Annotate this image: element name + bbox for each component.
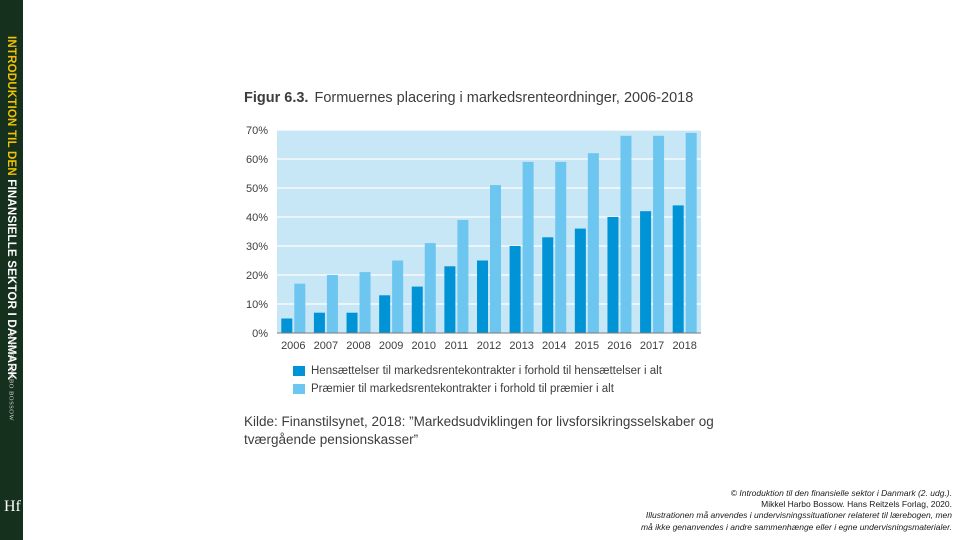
spine-author: MIKKEL HARBO BOSSOW [7,333,15,422]
source-note: Kilde: Finanstilsynet, 2018: ”Markedsudv… [244,414,714,447]
bar-hensaettelser [672,205,684,333]
copyright-line-4: må ikke genanvendes i andre sammenhænge … [640,521,952,532]
legend-swatch-praemier [293,384,305,394]
x-tick-label: 2013 [509,340,533,352]
spine-title: INTRODUKTION TIL DEN FINANSIELLE SEKTOR … [5,36,17,380]
figure-title: Figur 6.3. Formuernes placering i markeds… [244,90,693,106]
x-tick-label: 2012 [477,340,501,352]
bar-praemier [392,260,404,333]
spine-title-part1: INTRODUKTION TIL DEN [5,36,17,180]
y-tick-label: 50% [246,183,268,195]
bar-praemier [685,132,697,333]
x-tick-label: 2008 [346,340,370,352]
y-tick-label: 30% [246,241,268,253]
bar-praemier [359,272,371,333]
bar-praemier [522,161,534,333]
bar-hensaettelser [379,295,391,333]
y-tick-label: 40% [246,212,268,224]
bar-hensaettelser [542,237,554,333]
x-tick-label: 2010 [412,340,436,352]
copyright-line-1: © Introduktion til den finansielle sekto… [730,488,952,498]
y-tick-label: 70% [246,125,268,137]
book-spine: INTRODUKTION TIL DEN FINANSIELLE SEKTOR … [0,0,23,540]
bar-praemier [294,283,306,333]
legend-item-praemier: Præmier til markedsrentekontrakter i for… [293,380,662,398]
x-tick-label: 2014 [542,340,566,352]
bar-hensaettelser [281,318,293,333]
bar-hensaettelser [444,266,456,333]
legend-swatch-hensaettelser [293,366,305,376]
bar-hensaettelser [346,312,358,333]
chart-legend: Hensættelser til markedsrentekontrakter … [293,362,662,398]
figure-title-text: Formuernes placering i markedsrenteordni… [314,90,694,106]
legend-item-hensaettelser: Hensættelser til markedsrentekontrakter … [293,362,662,380]
x-tick-label: 2018 [672,340,696,352]
bar-praemier [490,185,501,333]
legend-label-praemier: Præmier til markedsrentekontrakter i for… [311,383,614,395]
x-tick-label: 2007 [314,340,338,352]
bar-hensaettelser [574,228,586,333]
bar-praemier [457,219,469,333]
copyright-line-2: Mikkel Harbo Bossow. Hans Reitzels Forla… [761,499,952,510]
bar-hensaettelser [640,211,652,333]
y-tick-label: 20% [246,270,268,282]
x-tick-label: 2015 [575,340,599,352]
x-tick-label: 2016 [607,340,631,352]
y-tick-label: 60% [246,154,268,166]
y-tick-label: 10% [246,299,268,311]
legend-label-hensaettelser: Hensættelser til markedsrentekontrakter … [311,365,662,377]
bar-hensaettelser [509,246,521,333]
x-tick-label: 2011 [445,340,469,352]
plot-area [277,130,701,333]
bar-praemier [424,243,436,333]
bar-praemier [555,161,567,333]
x-tick-label: 2017 [640,340,664,352]
y-tick-label: 0% [252,328,268,340]
bar-hensaettelser [313,312,325,333]
figure-label: Figur 6.3. [244,90,309,106]
bar-praemier [326,275,338,333]
bar-praemier [653,135,665,333]
x-tick-label: 2006 [281,340,305,352]
bar-hensaettelser [411,286,423,333]
copyright-line-3: Illustrationen må anvendes i undervisnin… [645,510,952,521]
publisher-logo: Hf [4,498,21,515]
bar-chart: 0% 10% 20% 30% 40% 50% 60% 70% 2006 2007 2008 2009 2… [246,125,701,352]
bar-praemier [620,135,632,333]
bar-praemier [587,153,599,333]
bar-hensaettelser [477,260,488,333]
bar-hensaettelser [607,217,619,333]
x-tick-label: 2009 [379,340,403,352]
copyright-notice: © Introduktion til den finansielle sekto… [641,488,952,533]
